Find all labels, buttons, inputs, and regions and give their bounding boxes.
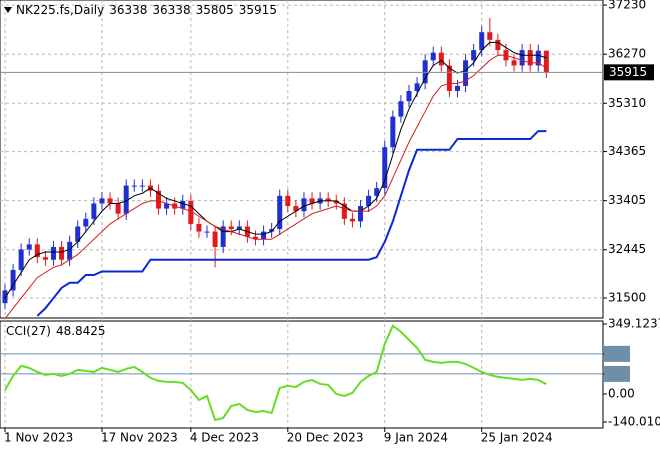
candle-body <box>511 60 517 66</box>
candle-body <box>261 231 267 240</box>
x-tick-label: 4 Dec 2023 <box>190 431 259 445</box>
y-tick-label: 349.1237 <box>608 317 660 331</box>
candle-body <box>277 195 283 230</box>
ohlc-open: 36338 <box>109 3 148 17</box>
ohlc-close: 35915 <box>238 3 277 17</box>
main-panel <box>0 0 604 319</box>
level-box <box>604 345 630 362</box>
cci-label: CCI(27) <box>6 324 51 338</box>
ohlc-low: 35805 <box>195 3 234 17</box>
cci-value: 48.8425 <box>55 324 106 338</box>
candle-body <box>333 200 339 204</box>
candle-body <box>67 241 73 260</box>
y-tick-label: 34365 <box>608 144 646 158</box>
candle-body <box>196 223 202 232</box>
y-tick-label: 32445 <box>608 242 646 256</box>
candle-body <box>390 116 396 148</box>
candle-body <box>535 50 541 66</box>
candle-body <box>285 195 291 207</box>
last-price-label: 35915 <box>609 65 647 79</box>
x-tick-label: 9 Jan 2024 <box>384 431 448 445</box>
candle-body <box>83 218 89 227</box>
y-tick-label: 36270 <box>608 47 646 61</box>
y-tick-label: -140.0106 <box>608 415 660 429</box>
cci-line <box>4 324 547 422</box>
candle-body <box>309 198 315 204</box>
candle-body <box>99 198 105 204</box>
level-box <box>604 365 630 382</box>
candle-body <box>115 203 121 214</box>
x-tick-label: 1 Nov 2023 <box>4 431 73 445</box>
candle-body <box>228 226 234 230</box>
candle-body <box>293 206 299 212</box>
candle-body <box>454 85 460 92</box>
candle-body <box>236 226 242 230</box>
symbol-label: NK225.fs,Daily <box>16 3 105 17</box>
candle-body <box>438 52 444 66</box>
candle-body <box>42 257 48 260</box>
indicator-line <box>36 130 547 317</box>
main-header: NK225.fs,Daily 36338 36338 35805 35915 <box>4 3 282 17</box>
candle-body <box>204 231 210 233</box>
candle-body <box>34 244 40 258</box>
candle-body <box>446 65 452 92</box>
menu-icon <box>4 7 12 13</box>
candle-body <box>406 91 412 102</box>
candle-body <box>123 185 129 214</box>
y-tick-label: 0.00 <box>608 386 635 400</box>
candle-body <box>131 185 137 187</box>
candle-body <box>463 60 469 86</box>
y-tick-label: 37230 <box>608 0 646 12</box>
y-tick-label: 31500 <box>608 291 646 305</box>
candle-body <box>422 60 428 84</box>
candle-body <box>139 185 145 187</box>
candle-body <box>527 50 533 66</box>
candle-body <box>471 50 477 61</box>
candle-body <box>479 32 485 51</box>
ohlc-high: 36338 <box>152 3 191 17</box>
candle-body <box>382 147 388 189</box>
candle-body <box>91 203 97 219</box>
candle-body <box>341 203 347 219</box>
candle-body <box>374 188 380 196</box>
candle-body <box>10 269 16 291</box>
candle-body <box>50 246 56 260</box>
candle-body <box>59 246 65 260</box>
candle-body <box>301 198 307 212</box>
candle-body <box>252 236 258 240</box>
candle-body <box>269 229 275 232</box>
candle-body <box>519 50 525 66</box>
candle-body <box>164 203 170 209</box>
x-tick-label: 25 Jan 2024 <box>481 431 553 445</box>
x-tick-label: 17 Nov 2023 <box>101 431 178 445</box>
x-tick-label: 20 Dec 2023 <box>287 431 364 445</box>
candle-body <box>398 101 404 117</box>
candle-body <box>325 198 331 201</box>
indicator-line <box>4 54 547 319</box>
y-tick-label: 35310 <box>608 96 646 110</box>
candle-body <box>414 83 420 92</box>
candle-body <box>212 231 218 247</box>
candle-body <box>358 206 364 222</box>
cci-header: CCI(27) 48.8425 <box>6 324 111 338</box>
last-price-box <box>604 64 654 81</box>
candle-body <box>2 290 8 304</box>
candle-body <box>543 50 549 73</box>
candle-body <box>107 198 113 204</box>
y-tick-label: 33405 <box>608 193 646 207</box>
candle-body <box>349 218 355 222</box>
candle-body <box>487 32 493 40</box>
candle-body <box>180 200 186 209</box>
candle-body <box>26 244 32 250</box>
candle-body <box>156 190 162 209</box>
candle-body <box>430 52 436 61</box>
candle-body <box>18 249 24 270</box>
candle-body <box>495 39 501 51</box>
candle-body <box>188 200 194 224</box>
candle-body <box>366 195 372 207</box>
candle-body <box>75 226 81 242</box>
candle-body <box>220 226 226 247</box>
